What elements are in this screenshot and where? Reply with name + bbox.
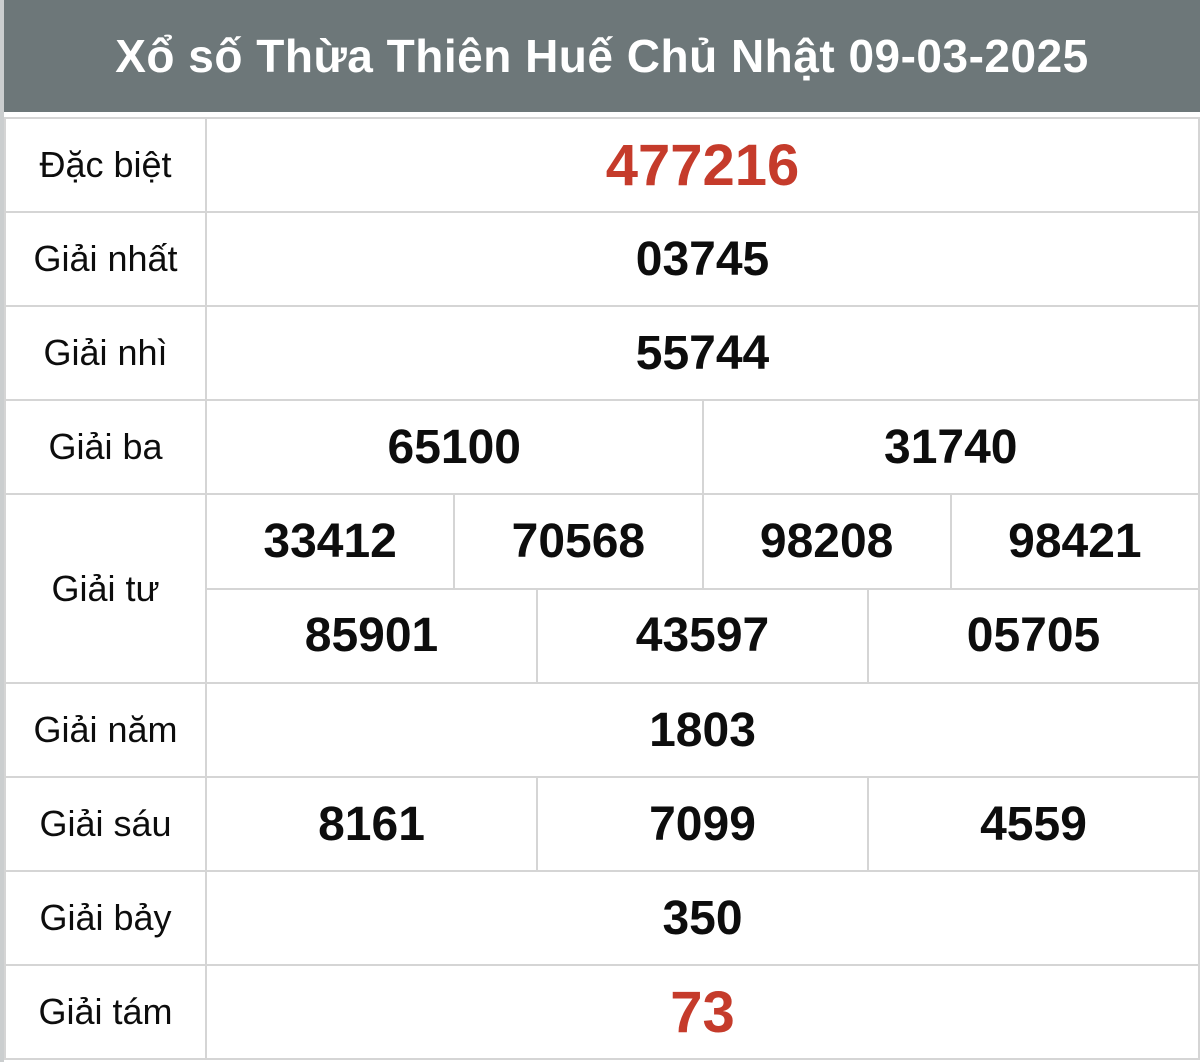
prize-label: Giải nhất	[6, 213, 205, 305]
giai-tu-subrow-2: 85901 43597 05705	[207, 589, 1198, 682]
prize-number: 7099	[538, 778, 867, 870]
prize-number: 31740	[703, 401, 1198, 493]
prize-number: 43597	[538, 589, 867, 682]
prize-label: Đặc biệt	[6, 119, 205, 211]
prize-label: Giải nhì	[6, 307, 205, 399]
prize-row-giai-tu: Giải tư 33412 70568 98208 98421 85901 43…	[6, 495, 1198, 682]
prize-number: 98421	[951, 495, 1198, 588]
prize-label: Giải tám	[6, 966, 205, 1058]
prize-label: Giải bảy	[6, 872, 205, 964]
giai-tu-subrow-1: 33412 70568 98208 98421	[207, 495, 1198, 588]
prize-label: Giải sáu	[6, 778, 205, 870]
prize-row-giai-nhat: Giải nhất 03745	[6, 213, 1198, 305]
prize-label: Giải tư	[6, 495, 205, 682]
prize-number: 1803	[207, 684, 1198, 776]
prize-number: 350	[207, 872, 1198, 964]
prize-number: 05705	[869, 589, 1198, 682]
prize-label: Giải ba	[6, 401, 205, 493]
prize-label: Giải năm	[6, 684, 205, 776]
prize-number: 55744	[207, 307, 1198, 399]
prize-number: 8161	[207, 778, 536, 870]
prize-row-giai-tam: Giải tám 73	[6, 966, 1198, 1058]
prize-number: 85901	[207, 589, 536, 682]
prize-number: 4559	[869, 778, 1198, 870]
prize-number: 33412	[207, 495, 454, 588]
prize-table: Đặc biệt 477216 Giải nhất 03745 Giải nhì…	[4, 117, 1200, 1060]
prize-number: 65100	[207, 401, 702, 493]
prize-row-giai-bay: Giải bảy 350	[6, 872, 1198, 964]
prize-row-giai-ba: Giải ba 65100 31740	[6, 401, 1198, 493]
prize-number-special: 73	[207, 966, 1198, 1058]
page-left-edge	[0, 0, 4, 1062]
page-title: Xổ số Thừa Thiên Huế Chủ Nhật 09-03-2025	[115, 30, 1089, 82]
prize-number: 98208	[703, 495, 950, 588]
prize-row-giai-nam: Giải năm 1803	[6, 684, 1198, 776]
prize-number: 70568	[455, 495, 702, 588]
prize-number-special: 477216	[207, 119, 1198, 211]
prize-number: 03745	[207, 213, 1198, 305]
page-header: Xổ số Thừa Thiên Huế Chủ Nhật 09-03-2025	[4, 0, 1200, 112]
prize-row-giai-sau: Giải sáu 8161 7099 4559	[6, 778, 1198, 870]
prize-row-dac-biet: Đặc biệt 477216	[6, 119, 1198, 211]
prize-row-giai-nhi: Giải nhì 55744	[6, 307, 1198, 399]
